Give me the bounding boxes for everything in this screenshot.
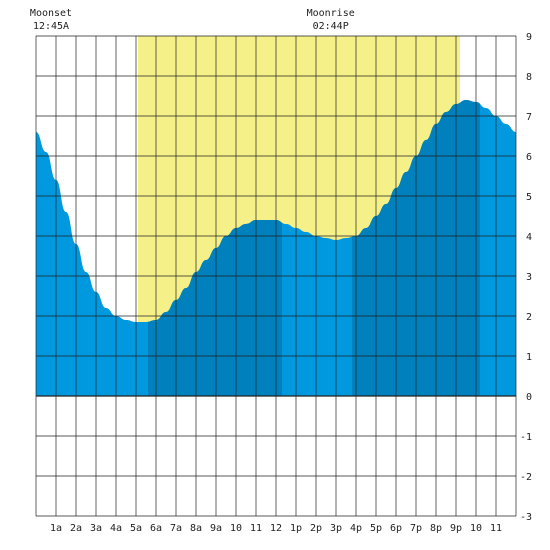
y-tick-label: 0 [526, 392, 532, 403]
x-tick-label: 12 [270, 523, 282, 534]
moon-event-label: Moonset [30, 8, 72, 19]
moon-events: Moonset 12:45A Moonrise 02:44P [30, 8, 355, 32]
y-tick-label: 5 [526, 192, 532, 203]
x-tick-label: 4p [350, 523, 362, 534]
x-tick-label: 4a [110, 523, 122, 534]
x-tick-label: 2a [70, 523, 82, 534]
x-tick-label: 11 [250, 523, 262, 534]
x-tick-label: 11 [490, 523, 502, 534]
y-tick-label: 6 [526, 152, 532, 163]
y-tick-label: 3 [526, 272, 532, 283]
x-tick-label: 10 [230, 523, 242, 534]
x-tick-label: 8a [190, 523, 202, 534]
x-tick-label: 5p [370, 523, 382, 534]
grid [35, 35, 517, 517]
y-tick-label: 4 [526, 232, 532, 243]
x-tick-label: 2p [310, 523, 322, 534]
x-tick-label: 3p [330, 523, 342, 534]
y-tick-label: 8 [526, 72, 532, 83]
y-tick-label: -1 [520, 432, 532, 443]
x-tick-label: 9p [450, 523, 462, 534]
moon-event-label: Moonrise [307, 8, 355, 19]
moon-event-time: 12:45A [33, 21, 69, 32]
y-tick-label: -3 [520, 512, 532, 523]
y-tick-label: 9 [526, 32, 532, 43]
x-axis-labels: 1a 2a 3a 4a 5a 6a 7a 8a 9a 10 11 12 1p 2p 3p 4p 5p 6p 7p 8p… [50, 523, 502, 534]
x-tick-label: 1p [290, 523, 302, 534]
y-axis-labels: 9 8 7 6 5 4 3 2 1 0 -1 -2 -3 [520, 32, 532, 523]
y-tick-label: 2 [526, 312, 532, 323]
y-tick-label: -2 [520, 472, 532, 483]
y-tick-label: 7 [526, 112, 532, 123]
x-tick-label: 9a [210, 523, 222, 534]
x-tick-label: 5a [130, 523, 142, 534]
x-tick-label: 10 [470, 523, 482, 534]
x-tick-label: 6a [150, 523, 162, 534]
x-tick-label: 7p [410, 523, 422, 534]
x-tick-label: 6p [390, 523, 402, 534]
x-tick-label: 7a [170, 523, 182, 534]
y-tick-label: 1 [526, 352, 532, 363]
x-tick-label: 3a [90, 523, 102, 534]
x-tick-label: 8p [430, 523, 442, 534]
moon-event-time: 02:44P [313, 21, 349, 32]
x-tick-label: 1a [50, 523, 62, 534]
